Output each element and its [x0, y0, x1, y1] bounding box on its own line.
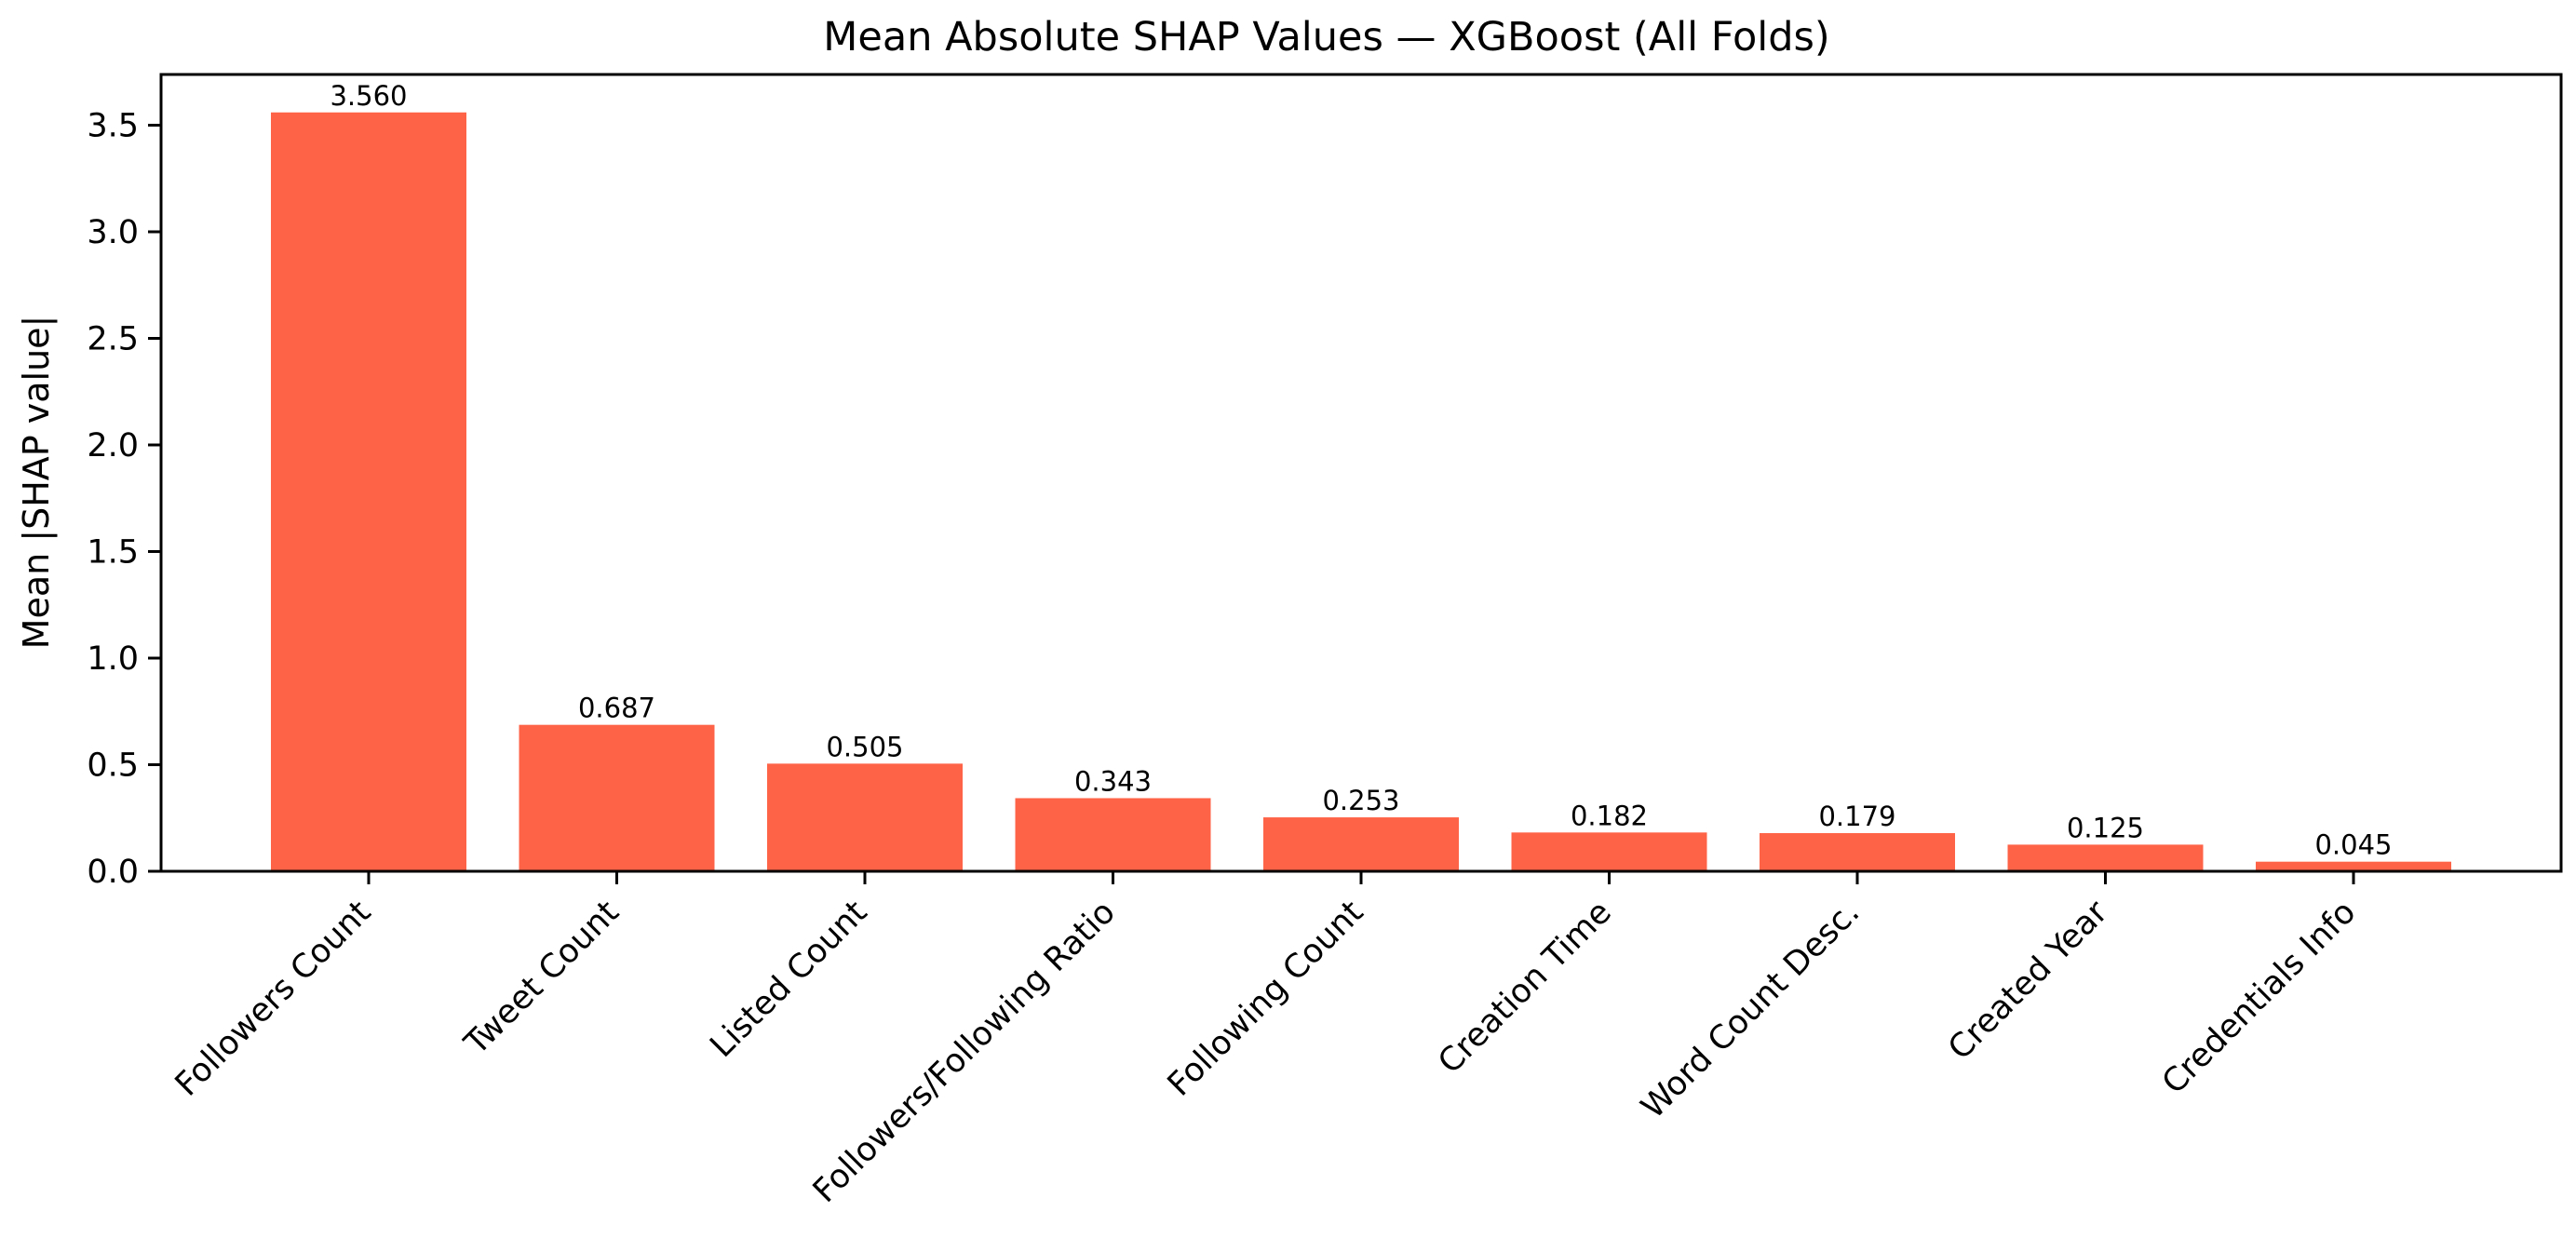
chart-title: Mean Absolute SHAP Values — XGBoost (All…: [823, 14, 1829, 61]
bar-value-label: 0.505: [826, 731, 903, 762]
bar: [519, 724, 715, 871]
bar-value-label: 0.687: [578, 693, 655, 724]
bar: [1760, 833, 1955, 871]
y-tick-label: 3.5: [87, 108, 139, 145]
bars: [271, 112, 2451, 871]
y-tick-label: 2.0: [87, 427, 139, 464]
x-tick-label: Word Count Desc.: [1635, 894, 1868, 1126]
bar-value-label: 0.125: [2067, 812, 2144, 843]
bar-value-label: 0.179: [1818, 801, 1895, 832]
bar: [1511, 832, 1707, 871]
bar-value-label: 3.560: [330, 80, 407, 112]
y-tick-label: 1.0: [87, 640, 139, 678]
x-tick-label: Tweet Count: [457, 894, 627, 1063]
bar: [1263, 817, 1459, 871]
y-tick-label: 0.0: [87, 854, 139, 891]
bar-labels: 3.560 0.687 0.505 0.343 0.253 0.182 0.179 0.125…: [330, 80, 2392, 861]
x-tick-label: Listed Count: [704, 894, 875, 1065]
bar-value-label: 0.182: [1571, 800, 1648, 831]
x-axis-ticks: Followers Count Tweet Count Listed CountFo…: [169, 871, 2363, 1210]
bar: [2007, 844, 2204, 871]
x-tick-label: Followers Count: [169, 894, 379, 1104]
x-tick-label: Credentials Info: [2155, 894, 2363, 1101]
bar-value-label: 0.045: [2314, 829, 2392, 861]
bar-value-label: 0.253: [1322, 785, 1399, 816]
x-tick-label: Following Count: [1161, 894, 1371, 1104]
y-tick-label: 3.0: [87, 214, 139, 251]
bar: [2256, 861, 2451, 871]
y-tick-label: 1.5: [87, 534, 139, 572]
bar: [271, 112, 466, 871]
y-tick-label: 0.5: [87, 747, 139, 785]
plot-frame: [159, 73, 2563, 873]
x-tick-label: Followers/Following Ratio: [806, 894, 1123, 1210]
y-axis-label: Mean |SHAP value|: [16, 316, 58, 650]
x-tick-label: Creation Time: [1431, 894, 1618, 1081]
bar-value-label: 0.343: [1074, 765, 1152, 797]
bar: [1015, 798, 1211, 871]
x-tick-label: Created Year: [1941, 894, 2115, 1068]
bar: [767, 763, 963, 871]
y-axis-ticks: 0.0 0.5 1.0 1.5 2.0 2.5 3.0 3.5: [87, 108, 161, 891]
y-tick-label: 2.5: [87, 321, 139, 358]
